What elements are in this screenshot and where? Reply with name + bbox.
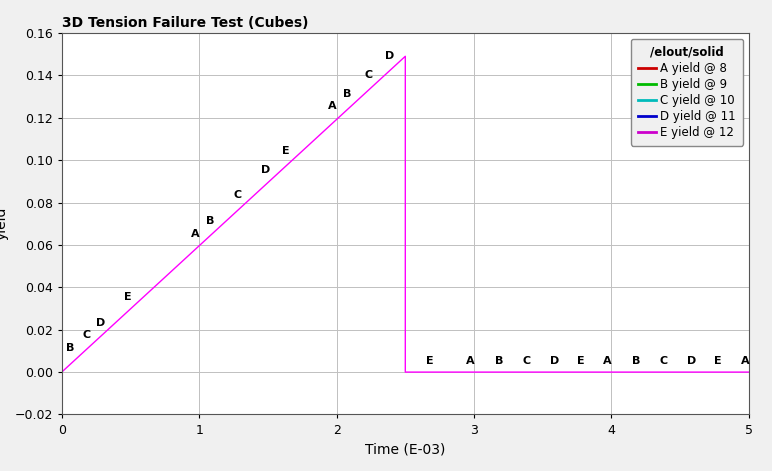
Text: A: A xyxy=(740,356,749,365)
Text: B: B xyxy=(495,356,503,365)
Text: B: B xyxy=(66,343,74,353)
Text: E: E xyxy=(124,292,131,302)
Text: A: A xyxy=(466,356,474,365)
Text: D: D xyxy=(96,317,105,328)
Text: A: A xyxy=(328,101,337,111)
Text: E: E xyxy=(715,356,722,365)
Text: C: C xyxy=(522,356,530,365)
Text: D: D xyxy=(384,51,394,61)
Text: B: B xyxy=(206,216,215,226)
X-axis label: Time (E-03): Time (E-03) xyxy=(365,442,445,456)
Text: C: C xyxy=(364,70,372,80)
Text: C: C xyxy=(83,330,90,340)
Text: D: D xyxy=(687,356,696,365)
Y-axis label: yield: yield xyxy=(0,207,8,240)
Text: E: E xyxy=(577,356,584,365)
Text: D: D xyxy=(261,165,270,175)
Text: C: C xyxy=(234,190,242,200)
Text: D: D xyxy=(550,356,559,365)
Text: B: B xyxy=(344,89,352,98)
Text: B: B xyxy=(632,356,641,365)
Legend: A yield @ 8, B yield @ 9, C yield @ 10, D yield @ 11, E yield @ 12: A yield @ 8, B yield @ 9, C yield @ 10, … xyxy=(631,39,743,146)
Text: 3D Tension Failure Test (Cubes): 3D Tension Failure Test (Cubes) xyxy=(62,16,308,31)
Text: E: E xyxy=(426,356,434,365)
Text: A: A xyxy=(603,356,611,365)
Text: E: E xyxy=(282,146,290,156)
Text: A: A xyxy=(191,228,199,238)
Text: C: C xyxy=(659,356,668,365)
